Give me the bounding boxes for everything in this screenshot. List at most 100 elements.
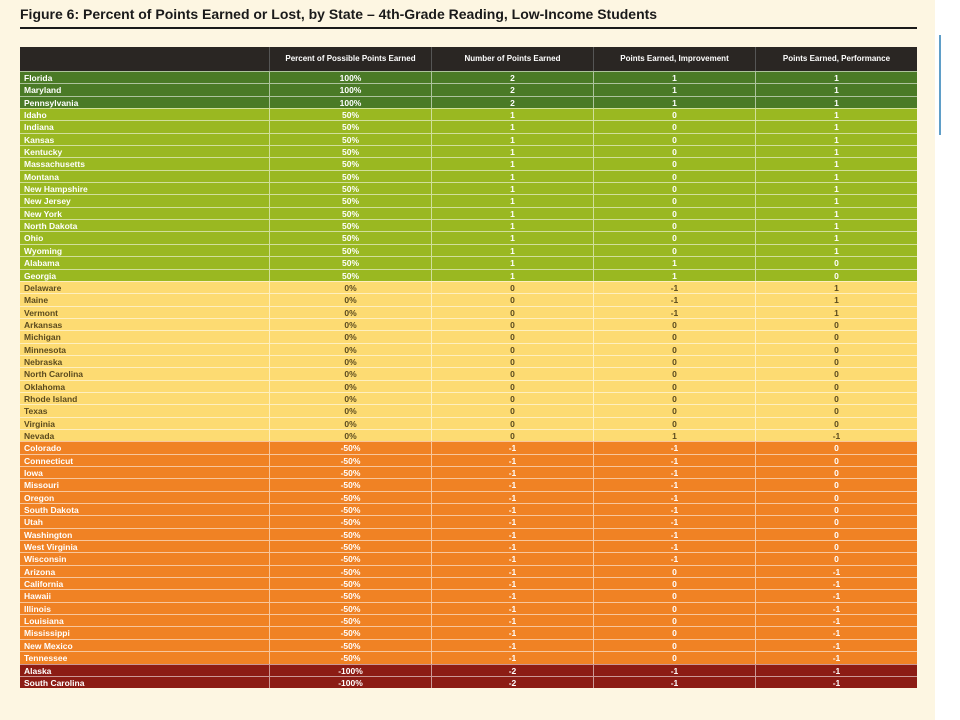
state-cell: North Dakota [24, 221, 78, 232]
points-cell: 1 [431, 121, 593, 133]
points-cell: 0 [431, 318, 593, 331]
table-row: Louisiana -50% -1 0 -1 [20, 614, 917, 627]
performance-cell: 1 [755, 207, 917, 220]
improvement-cell: 0 [593, 220, 755, 232]
improvement-cell: 0 [593, 602, 755, 615]
improvement-cell: 0 [593, 244, 755, 257]
performance-cell: -1 [755, 429, 917, 442]
state-cell: Idaho [24, 110, 47, 121]
performance-cell: 1 [755, 220, 917, 232]
table-row: Montana 50% 1 0 1 [20, 169, 917, 183]
percent-cell: 50% [269, 158, 431, 170]
state-cell: Colorado [24, 443, 62, 454]
percent-cell: 50% [269, 207, 431, 220]
state-cell: Maryland [24, 85, 62, 96]
points-cell: -1 [431, 565, 593, 578]
performance-cell: -1 [755, 652, 917, 664]
performance-cell: 1 [755, 158, 917, 170]
performance-cell: 1 [755, 195, 917, 207]
table-row: Wyoming 50% 1 0 1 [20, 243, 917, 257]
table-row: Idaho 50% 1 0 1 [20, 108, 917, 121]
improvement-cell: 0 [593, 207, 755, 220]
points-cell: -1 [431, 578, 593, 590]
column-header-state [20, 47, 269, 71]
points-cell: 1 [431, 232, 593, 244]
percent-cell: 50% [269, 183, 431, 195]
percent-cell: 0% [269, 355, 431, 368]
percent-cell: -50% [269, 615, 431, 627]
table-row: Oregon -50% -1 -1 0 [20, 490, 917, 504]
percent-cell: 50% [269, 232, 431, 244]
state-cell: Washington [24, 529, 73, 540]
improvement-cell: 1 [593, 269, 755, 281]
state-cell: Iowa [24, 468, 43, 478]
points-cell: 1 [431, 133, 593, 146]
table-row: Washington -50% -1 -1 0 [20, 527, 917, 541]
performance-cell: -1 [755, 639, 917, 652]
percent-cell: -50% [269, 578, 431, 590]
improvement-cell: -1 [593, 454, 755, 466]
improvement-cell: 0 [593, 109, 755, 121]
performance-cell: 1 [755, 84, 917, 96]
state-cell: New York [24, 208, 62, 219]
percent-cell: 50% [269, 269, 431, 281]
state-cell: Arizona [24, 566, 56, 577]
improvement-cell: -1 [593, 528, 755, 541]
points-cell: 0 [431, 429, 593, 442]
state-cell: North Carolina [24, 369, 84, 380]
points-cell: 1 [431, 109, 593, 121]
performance-cell: 1 [755, 96, 917, 109]
performance-cell: 0 [755, 528, 917, 541]
improvement-cell: 1 [593, 96, 755, 109]
table-row: South Dakota -50% -1 -1 0 [20, 503, 917, 516]
improvement-cell: -1 [593, 479, 755, 491]
state-cell: South Dakota [24, 505, 79, 516]
state-cell: Oregon [24, 492, 55, 503]
improvement-cell: -1 [593, 281, 755, 294]
table-row: Tennessee -50% -1 0 -1 [20, 651, 917, 664]
points-cell: 1 [431, 183, 593, 195]
performance-cell: 0 [755, 516, 917, 528]
percent-cell: -50% [269, 516, 431, 528]
percent-cell: 0% [269, 417, 431, 429]
improvement-cell: 0 [593, 417, 755, 429]
points-cell: 1 [431, 244, 593, 257]
column-header-improvement: Points Earned, Improvement [593, 47, 755, 71]
table-row: New Jersey 50% 1 0 1 [20, 194, 917, 207]
table-row: Rhode Island 0% 0 0 0 [20, 391, 917, 405]
improvement-cell: 0 [593, 565, 755, 578]
column-header-performance: Points Earned, Performance [755, 47, 917, 71]
points-cell: -1 [431, 467, 593, 479]
points-cell: 2 [431, 84, 593, 96]
performance-cell: 1 [755, 232, 917, 244]
figure-title: Figure 6: Percent of Points Earned or Lo… [20, 6, 658, 22]
table-row: Michigan 0% 0 0 0 [20, 330, 917, 343]
percent-cell: 0% [269, 368, 431, 380]
performance-cell: 0 [755, 318, 917, 331]
points-cell: 0 [431, 343, 593, 355]
table-row: Florida 100% 2 1 1 [20, 71, 917, 84]
percent-cell: -50% [269, 565, 431, 578]
table-row: Missouri -50% -1 -1 0 [20, 478, 917, 491]
percent-cell: -100% [269, 664, 431, 676]
improvement-cell: 0 [593, 331, 755, 343]
improvement-cell: 0 [593, 232, 755, 244]
performance-cell: 0 [755, 343, 917, 355]
table-row: New York 50% 1 0 1 [20, 206, 917, 220]
percent-cell: 50% [269, 121, 431, 133]
points-cell: 2 [431, 96, 593, 109]
state-cell: Minnesota [24, 344, 67, 355]
table-row: South Carolina -100% -2 -1 -1 [20, 675, 917, 689]
improvement-cell: 0 [593, 158, 755, 170]
performance-cell: 0 [755, 541, 917, 553]
improvement-cell: 0 [593, 590, 755, 602]
percent-cell: 50% [269, 244, 431, 257]
performance-cell: 0 [755, 257, 917, 269]
percent-cell: -50% [269, 479, 431, 491]
state-cell: Maine [24, 295, 49, 306]
performance-cell: 1 [755, 294, 917, 306]
percent-cell: -50% [269, 504, 431, 516]
percent-cell: 100% [269, 72, 431, 84]
performance-cell: -1 [755, 676, 917, 689]
table-row: Massachusetts 50% 1 0 1 [20, 157, 917, 170]
